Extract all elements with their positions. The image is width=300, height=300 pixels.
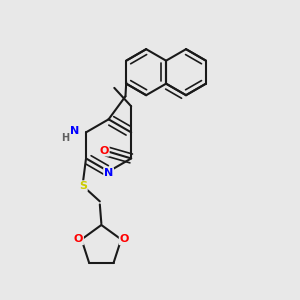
Text: N: N — [104, 168, 113, 178]
Text: N: N — [70, 126, 79, 136]
Text: O: O — [120, 234, 129, 244]
Text: S: S — [79, 181, 87, 191]
Text: O: O — [74, 234, 83, 244]
Text: H: H — [61, 133, 69, 143]
Text: O: O — [100, 146, 109, 156]
